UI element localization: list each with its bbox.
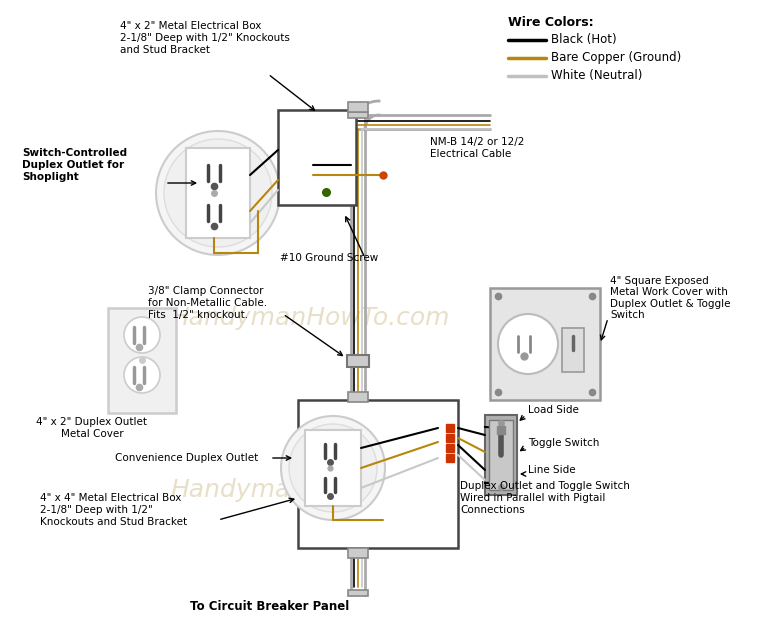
Text: 4" x 4" Metal Electrical Box
2-1/8" Deep with 1/2"
Knockouts and Stud Bracket: 4" x 4" Metal Electrical Box 2-1/8" Deep… (40, 493, 187, 526)
Bar (108, 308, 176, 413)
Bar (489, 420, 513, 490)
Circle shape (498, 314, 558, 374)
Text: Load Side: Load Side (528, 405, 579, 415)
Bar (278, 110, 356, 205)
Bar (485, 415, 517, 495)
Text: Convenience Duplex Outlet: Convenience Duplex Outlet (115, 453, 258, 463)
Text: Wire Colors:: Wire Colors: (508, 16, 594, 28)
Circle shape (281, 416, 385, 520)
Circle shape (164, 139, 272, 247)
Bar (186, 148, 250, 238)
Circle shape (124, 357, 160, 393)
Text: 3/8" Clamp Connector
for Non-Metallic Cable.
Fits  1/2" knockout.: 3/8" Clamp Connector for Non-Metallic Ca… (148, 286, 267, 320)
Bar (348, 392, 368, 402)
Bar (562, 328, 584, 372)
Bar (348, 355, 368, 361)
Bar (490, 288, 600, 400)
Bar (298, 400, 458, 548)
Text: White (Neutral): White (Neutral) (551, 69, 642, 82)
Text: 4" x 2" Duplex Outlet
Metal Cover: 4" x 2" Duplex Outlet Metal Cover (37, 417, 147, 439)
Circle shape (289, 424, 377, 512)
Text: Toggle Switch: Toggle Switch (528, 438, 599, 448)
Text: NM-B 14/2 or 12/2
Electrical Cable: NM-B 14/2 or 12/2 Electrical Cable (430, 137, 525, 159)
Text: Bare Copper (Ground): Bare Copper (Ground) (551, 52, 681, 65)
Circle shape (156, 131, 280, 255)
Text: HandymanHowTo.com: HandymanHowTo.com (170, 306, 450, 330)
Text: 4" Square Exposed
Metal Work Cover with
Duplex Outlet & Toggle
Switch: 4" Square Exposed Metal Work Cover with … (610, 276, 730, 320)
Text: Switch-Controlled
Duplex Outlet for
Shoplight: Switch-Controlled Duplex Outlet for Shop… (22, 148, 127, 182)
Text: Line Side: Line Side (528, 465, 576, 475)
Bar (348, 112, 368, 118)
Text: 4" x 2" Metal Electrical Box
2-1/8" Deep with 1/2" Knockouts
and Stud Bracket: 4" x 2" Metal Electrical Box 2-1/8" Deep… (120, 21, 290, 55)
Bar (348, 102, 368, 112)
Circle shape (124, 317, 160, 353)
Text: #10 Ground Screw: #10 Ground Screw (280, 253, 379, 263)
Text: To Circuit Breaker Panel: To Circuit Breaker Panel (190, 601, 349, 613)
Text: Duplex Outlet and Toggle Switch
Wired in Parallel with Pigtail
Connections: Duplex Outlet and Toggle Switch Wired in… (460, 481, 630, 515)
Text: HandymanHowTo.com: HandymanHowTo.com (170, 478, 450, 502)
Bar (305, 430, 361, 506)
Bar (348, 590, 368, 596)
Text: Black (Hot): Black (Hot) (551, 33, 617, 47)
Bar (348, 548, 368, 558)
Bar (347, 355, 369, 367)
